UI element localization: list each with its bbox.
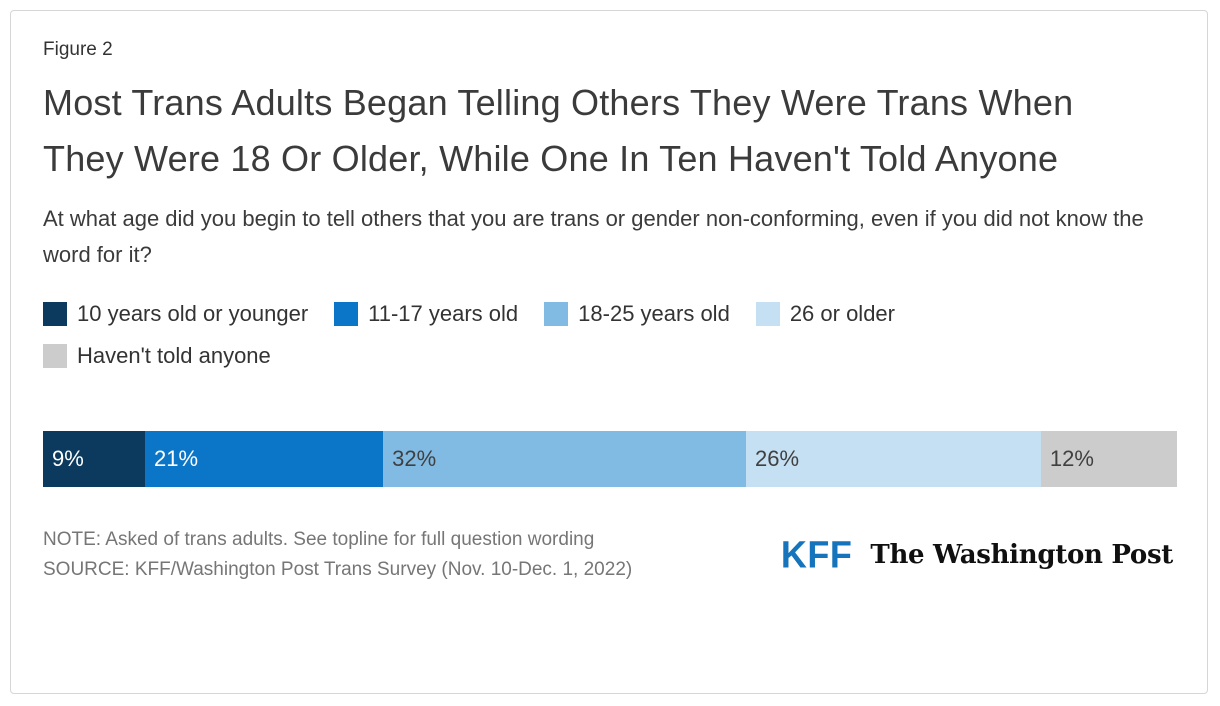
legend-item: 26 or older	[755, 301, 895, 327]
source-text: SOURCE: KFF/Washington Post Trans Survey…	[43, 559, 633, 580]
footer-notes: NOTE: Asked of trans adults. See topline…	[43, 525, 632, 585]
chart-legend: 10 years old or younger 11-17 years old …	[43, 301, 1123, 369]
legend-label: 11-17 years old	[368, 301, 519, 326]
washington-post-logo: The Washington Post	[870, 540, 1173, 570]
footer-logos: KFF The Washington Post	[780, 532, 1177, 576]
legend-item: 18-25 years old	[544, 301, 730, 327]
legend-label: 26 or older	[789, 301, 895, 326]
chart-subtitle: At what age did you begin to tell others…	[43, 206, 1144, 267]
legend-swatch-icon	[334, 302, 359, 326]
chart-footer: NOTE: Asked of trans adults. See topline…	[43, 525, 1177, 585]
legend-swatch-icon	[43, 344, 67, 368]
legend-label: 10 years old or younger	[77, 301, 309, 326]
bar-segment: 21%	[145, 431, 384, 487]
chart-card: Figure 2 Most Trans Adults Began Telling…	[10, 10, 1208, 694]
legend-item: Haven't told anyone	[43, 343, 271, 369]
legend-item: 11-17 years old	[334, 301, 518, 327]
bar-segment: 26%	[746, 431, 1041, 487]
bar-segment: 32%	[383, 431, 747, 487]
stacked-bar: 9% 21% 32% 26% 12%	[43, 431, 1177, 487]
legend-swatch-icon	[43, 302, 67, 326]
figure-label: Figure 2	[43, 39, 113, 60]
kff-logo: KFF	[780, 532, 853, 576]
legend-swatch-icon	[755, 302, 780, 326]
legend-label: 18-25 years old	[578, 301, 730, 326]
note-text: NOTE: Asked of trans adults. See topline…	[43, 529, 595, 550]
bar-segment: 9%	[43, 431, 146, 487]
legend-swatch-icon	[544, 302, 569, 326]
bar-segment: 12%	[1040, 431, 1177, 487]
legend-item: 10 years old or younger	[43, 301, 308, 327]
chart-title: Most Trans Adults Began Telling Others T…	[43, 82, 1074, 179]
legend-label: Haven't told anyone	[77, 343, 271, 368]
